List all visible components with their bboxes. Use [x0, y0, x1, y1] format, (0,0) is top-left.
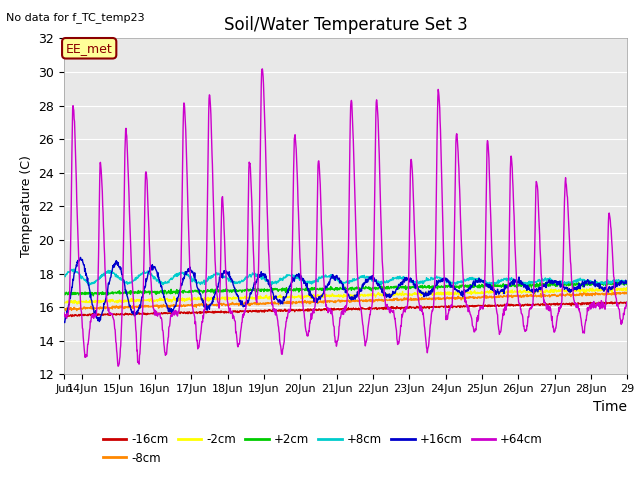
- Text: EE_met: EE_met: [66, 42, 113, 55]
- Legend: -16cm, -8cm, -2cm, +2cm, +8cm, +16cm, +64cm: -16cm, -8cm, -2cm, +2cm, +8cm, +16cm, +6…: [98, 428, 548, 469]
- X-axis label: Time: Time: [593, 400, 627, 414]
- Title: Soil/Water Temperature Set 3: Soil/Water Temperature Set 3: [224, 16, 467, 34]
- Text: No data for f_TC_temp23: No data for f_TC_temp23: [6, 12, 145, 23]
- Y-axis label: Temperature (C): Temperature (C): [20, 156, 33, 257]
